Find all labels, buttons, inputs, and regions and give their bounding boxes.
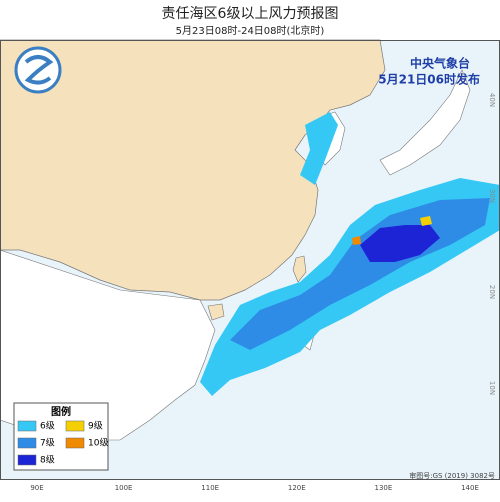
legend-label: 8级 (40, 454, 55, 466)
legend-label: 10级 (88, 437, 108, 449)
legend-swatch (65, 437, 85, 449)
longitude-label: 90E (30, 484, 43, 492)
wind-area-8 (360, 225, 440, 262)
issue-time: 5月21日06时发布 (378, 72, 480, 87)
title: 责任海区6级以上风力预报图 (162, 6, 339, 22)
japan (379, 69, 471, 176)
longitude-label: 120E (288, 484, 306, 492)
legend-title: 图例 (51, 405, 71, 418)
legend-swatch (17, 420, 37, 432)
legend-swatch (17, 454, 37, 466)
issuer: 中央气象台 (410, 56, 470, 71)
wind-area-9 (420, 216, 432, 226)
wind-area-10 (352, 236, 361, 245)
legend-swatch (65, 420, 85, 432)
latitude-label: 10N (488, 381, 496, 395)
wind-area-6-north (300, 112, 338, 185)
longitude-label: 130E (375, 484, 393, 492)
taiwan (292, 255, 307, 283)
hainan (207, 303, 225, 321)
legend-label: 6级 (40, 420, 55, 432)
latitude-label: 40N (488, 93, 496, 107)
longitude-label: 110E (201, 484, 219, 492)
latitude-label: 30N (488, 189, 496, 203)
legend-label: 7级 (40, 437, 55, 449)
subtitle: 5月23日08时-24日08时(北京时) (176, 24, 325, 37)
legend-label: 9级 (88, 420, 103, 432)
longitude-label: 100E (115, 484, 133, 492)
legend-items: 6级 7级 8级 9级 10级 (17, 420, 108, 466)
approval: 审图号:GS (2019) 3082号 (409, 471, 495, 480)
latitude-label: 20N (488, 285, 496, 299)
china-land (0, 39, 386, 301)
logo-swirl (24, 55, 54, 85)
longitude-label: 140E (461, 484, 479, 492)
legend-swatch (17, 437, 37, 449)
axis-labels: 90E 100E 110E 120E 130E 140E 40N 30N 20N 10N (30, 93, 496, 492)
